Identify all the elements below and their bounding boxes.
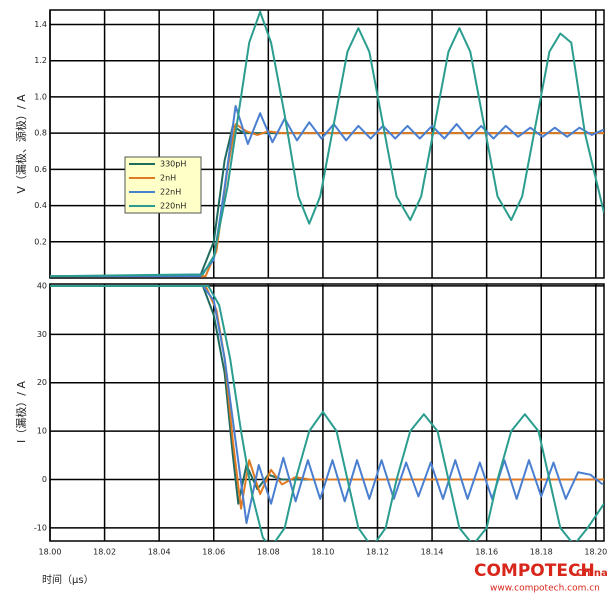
legend-label: 220nH bbox=[160, 202, 186, 211]
y-tick-label: 20 bbox=[37, 378, 47, 387]
y-tick-label: 1.0 bbox=[34, 92, 47, 101]
y-tick-label: 0 bbox=[42, 475, 47, 484]
y-axis-label: I（漏极）/ A bbox=[14, 381, 28, 443]
data-line bbox=[50, 284, 604, 505]
data-line bbox=[50, 10, 604, 278]
y-tick-label: 10 bbox=[37, 427, 47, 436]
x-tick-label: 18.20 bbox=[584, 548, 607, 557]
legend-label: 330pH bbox=[160, 160, 186, 169]
x-tick-label: 18.10 bbox=[311, 548, 334, 557]
x-tick-label: 18.12 bbox=[366, 548, 389, 557]
y-tick-label: 40 bbox=[37, 281, 47, 290]
y-tick-label: 0.4 bbox=[34, 201, 47, 210]
x-axis-label: 时间（μs） bbox=[42, 573, 94, 586]
x-tick-label: 18.04 bbox=[148, 548, 171, 557]
legend-label: 2nH bbox=[160, 174, 176, 183]
x-tick-label: 18.16 bbox=[475, 548, 498, 557]
x-tick-label: 18.06 bbox=[202, 548, 225, 557]
y-tick-label: -10 bbox=[34, 523, 47, 532]
y-tick-label: 30 bbox=[37, 330, 47, 339]
plot-area bbox=[49, 283, 605, 542]
x-tick-label: 18.02 bbox=[93, 548, 116, 557]
legend-label: 22nH bbox=[160, 188, 181, 197]
plot-area bbox=[49, 9, 605, 279]
data-line bbox=[50, 284, 604, 525]
x-tick-label: 18.14 bbox=[421, 548, 444, 557]
x-tick-label: 18.00 bbox=[39, 548, 62, 557]
x-tick-label: 18.18 bbox=[530, 548, 553, 557]
y-tick-label: 1.4 bbox=[34, 20, 47, 29]
watermark-suffix: China bbox=[576, 568, 608, 579]
legend-box bbox=[124, 156, 202, 214]
watermark-brand: COMPOTECH bbox=[474, 561, 595, 581]
y-axis-label: V（漏极、源极）/ A bbox=[14, 94, 28, 194]
data-line bbox=[50, 284, 604, 541]
x-tick-label: 18.08 bbox=[257, 548, 280, 557]
watermark-url: www.compotech.com.cn bbox=[490, 584, 600, 594]
series-group bbox=[50, 10, 604, 278]
series-group bbox=[50, 284, 604, 541]
y-tick-label: 0.8 bbox=[34, 129, 47, 138]
y-tick-label: 0.6 bbox=[34, 165, 47, 174]
y-tick-label: 0.2 bbox=[34, 237, 47, 246]
y-tick-label: 1.2 bbox=[34, 56, 47, 65]
